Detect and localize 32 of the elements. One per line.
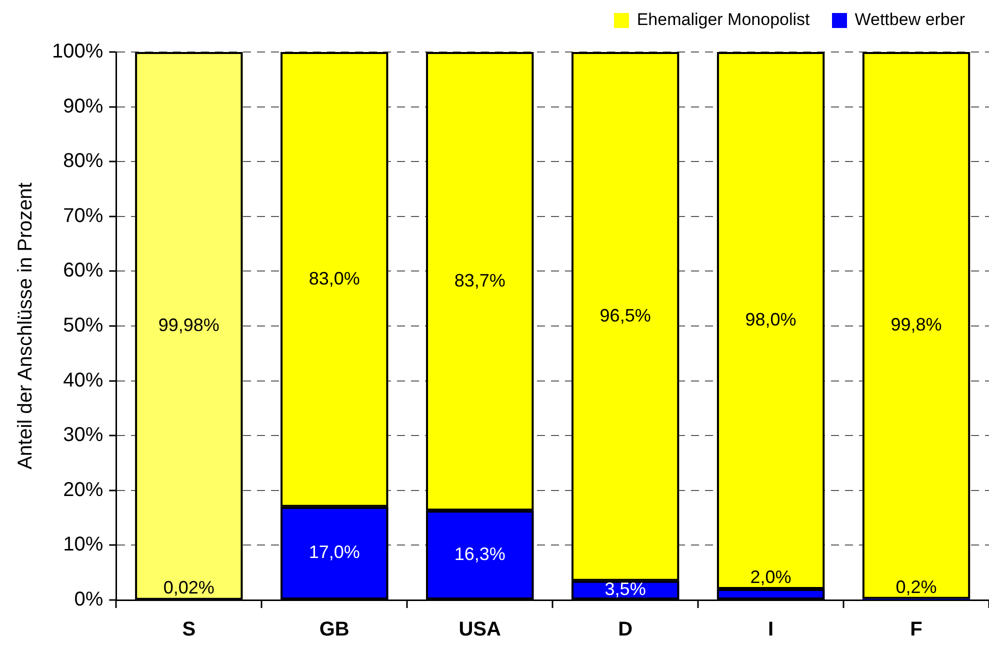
data-label: 83,7% [454,270,506,290]
y-tick-label: 70% [63,204,104,227]
y-axis-title: Anteil der Anschlüsse in Prozent [14,182,37,470]
data-label: 16,3% [454,544,506,564]
x-tick-label: I [768,618,774,641]
data-label: 0,02% [163,577,214,598]
legend-label: Wettbew erber [854,10,965,30]
x-tick-label: S [182,618,196,641]
y-tick-label: 40% [63,369,104,392]
data-label: 0,2% [896,576,937,597]
data-label: 98,0% [745,309,796,330]
data-label: 99,8% [890,314,942,334]
y-tick-label: 50% [63,314,104,337]
data-label: 2,0% [750,567,792,588]
x-tick-label: F [910,618,922,641]
x-tick-label: GB [319,618,350,641]
y-tick-label: 0% [74,588,104,611]
y-tick-label: 10% [63,534,104,556]
data-label: 3,5% [604,579,646,600]
y-tick-label: 30% [63,424,104,446]
data-label: 99,98% [158,314,220,335]
data-label: 83,0% [308,268,360,288]
y-tick-label: 100% [52,40,104,63]
y-tick-label: 90% [63,95,104,118]
data-label: 17,0% [308,542,360,562]
x-tick-label: D [618,618,633,641]
legend-label: Ehemaliger Monopolist [636,10,810,30]
data-label: 96,5% [600,305,651,326]
y-tick-label: 60% [63,260,104,282]
x-tick-label: USA [458,618,501,641]
y-tick-label: 20% [63,478,104,501]
y-tick-label: 80% [63,150,104,172]
